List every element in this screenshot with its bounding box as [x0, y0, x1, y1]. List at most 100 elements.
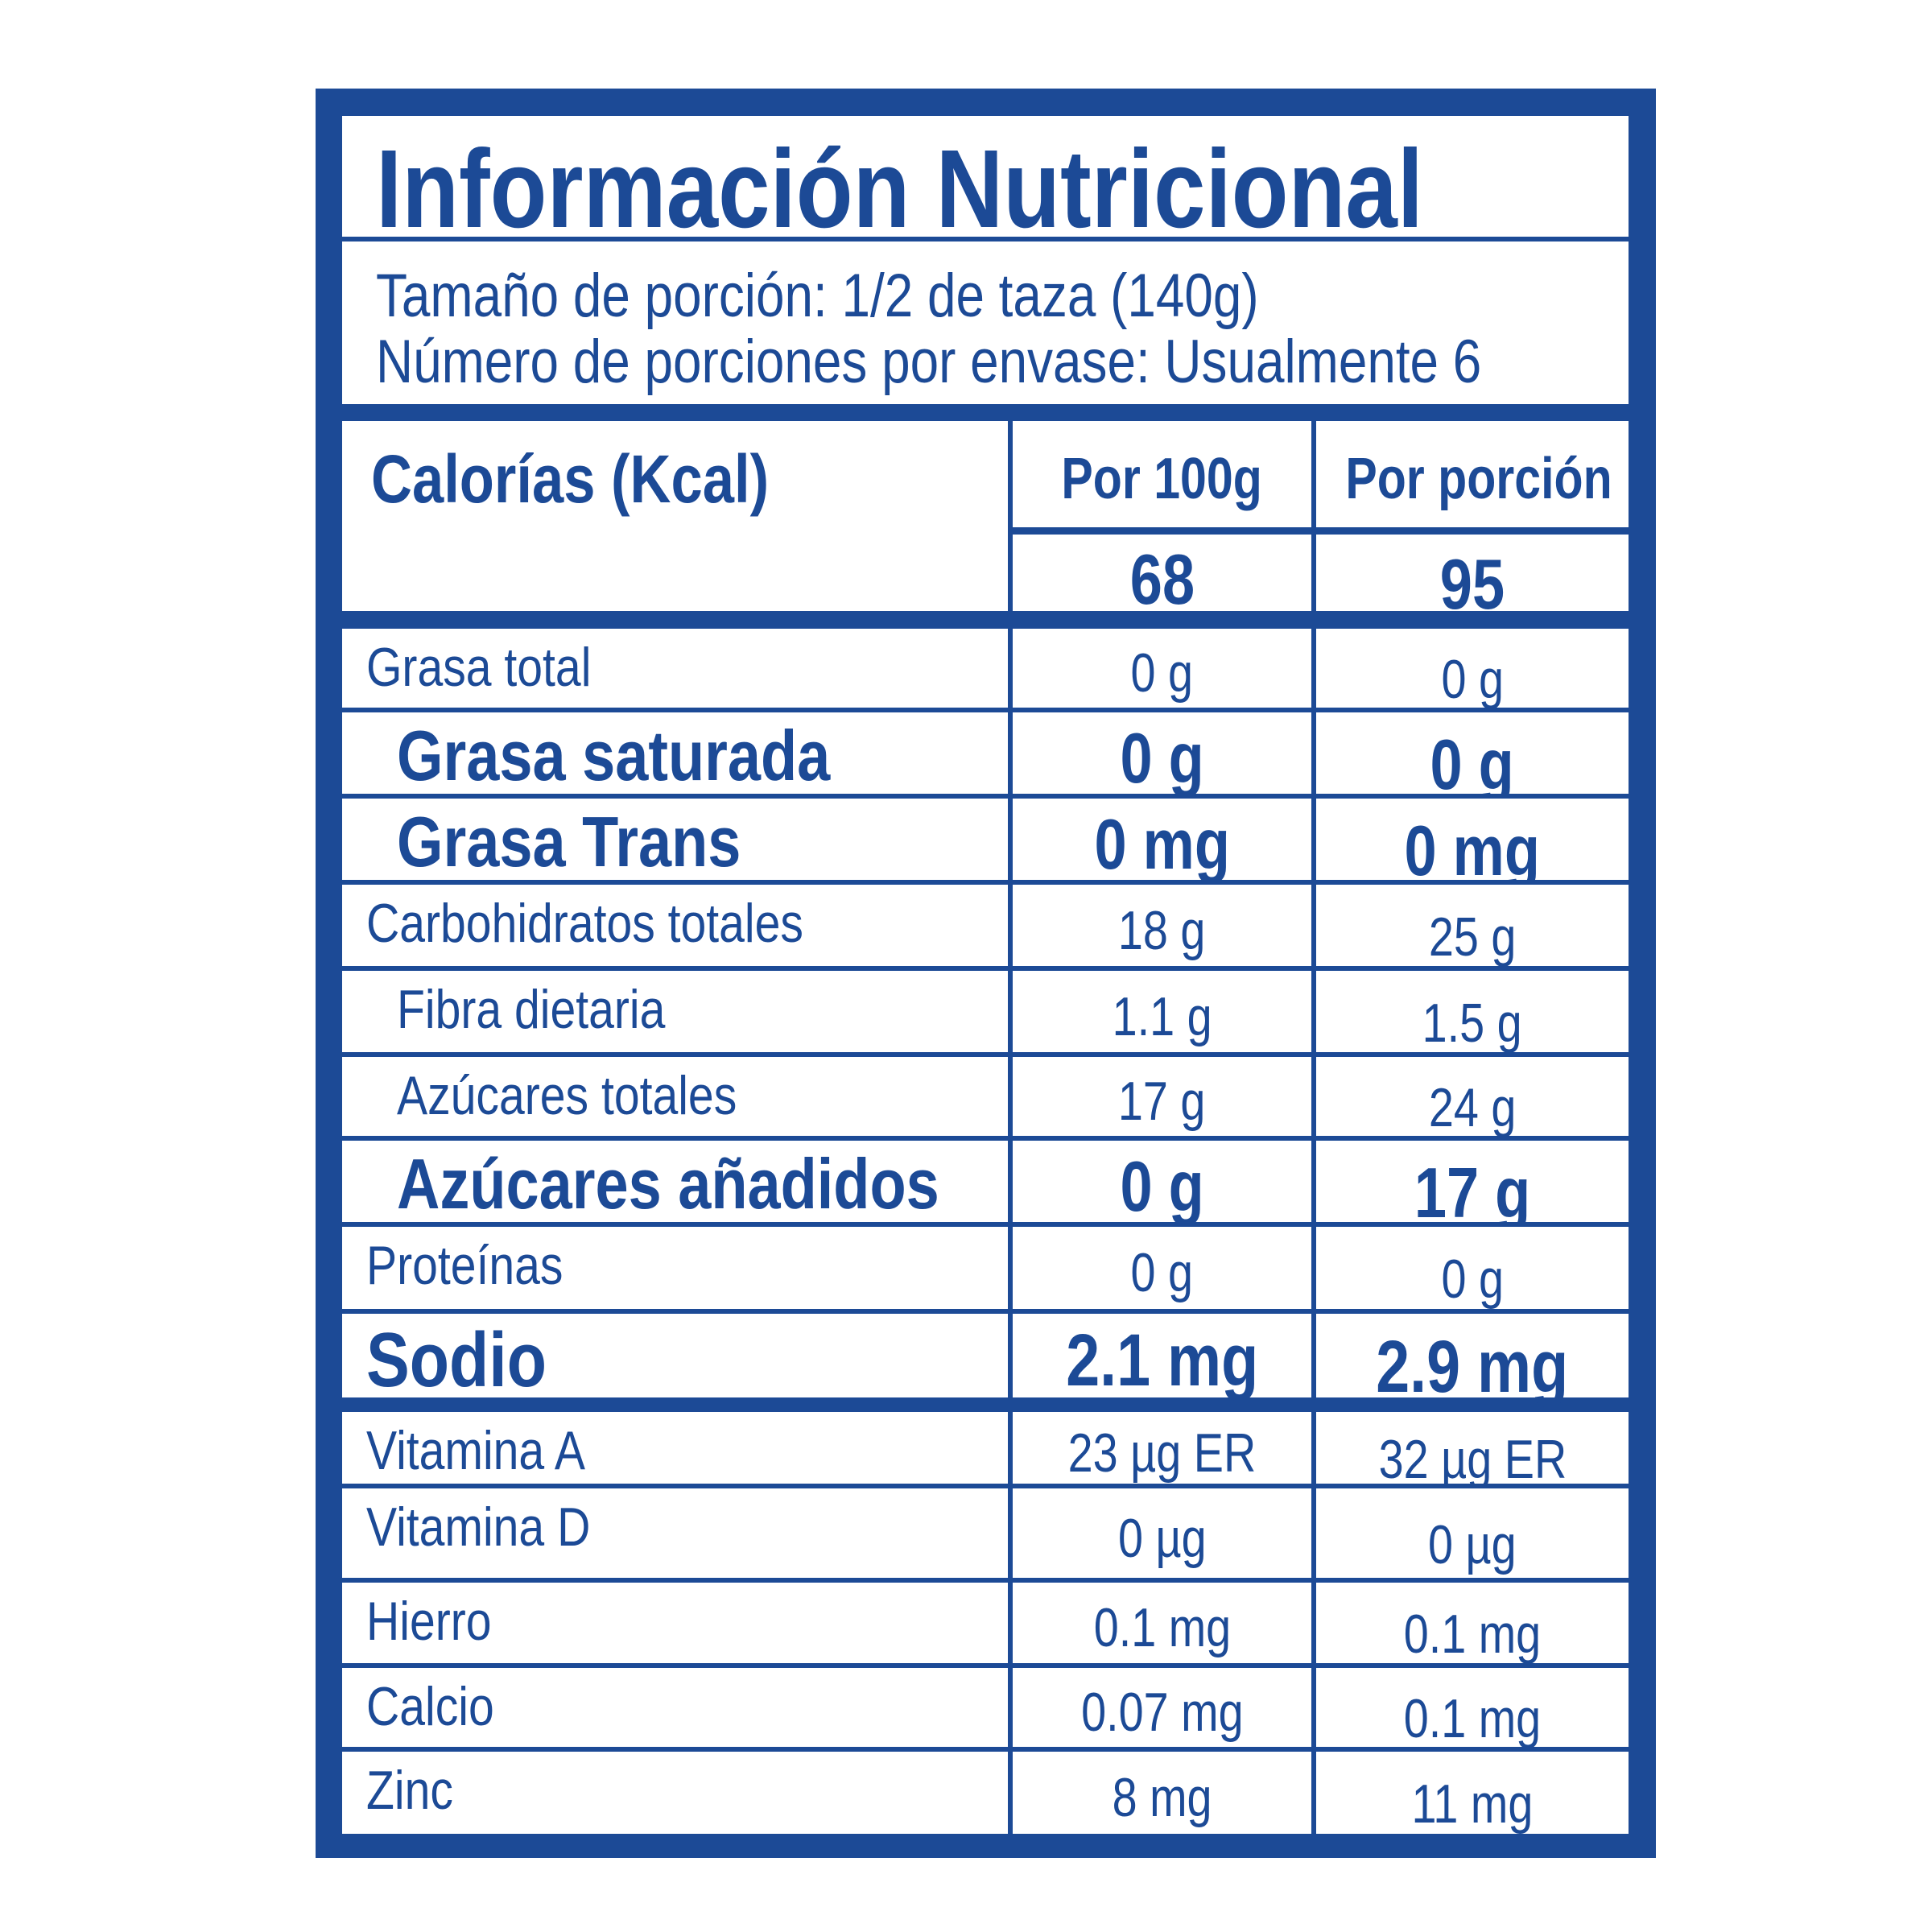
nutrient-label-cell: Calcio — [342, 1668, 1008, 1747]
nutrient-per-portion-cell: 24 g — [1316, 1057, 1629, 1136]
nutrient-value-per-portion: 25 g — [1428, 906, 1517, 968]
nutrient-label: Azúcares añadidos — [397, 1144, 939, 1224]
nutrient-value-per-portion: 2.9 mg — [1376, 1326, 1569, 1408]
nutrient-value-per-portion: 17 g — [1414, 1152, 1531, 1232]
nutrient-label-cell: Fibra dietaria — [342, 971, 1008, 1052]
nutrient-label: Proteínas — [366, 1235, 564, 1296]
nutrient-per-100g-cell: 0.07 mg — [1013, 1668, 1311, 1747]
nutrient-per-100g-cell: 0.1 mg — [1013, 1583, 1311, 1663]
nutrient-per-100g-cell: 18 g — [1013, 885, 1311, 966]
calories-label-cell: Calorías (Kcal) — [342, 421, 1008, 611]
calories-per-100g-cell: 68 — [1013, 535, 1311, 615]
nutrient-label-cell: Sodio — [342, 1314, 1008, 1403]
nutrient-per-portion-cell: 1.5 g — [1316, 971, 1629, 1052]
nutrient-per-portion-cell: 2.9 mg — [1316, 1314, 1629, 1404]
nutrient-per-100g-cell: 0 g — [1013, 712, 1311, 794]
nutrient-label-cell: Azúcares totales — [342, 1057, 1008, 1136]
nutrient-value-per-100g: 2.1 mg — [1065, 1319, 1258, 1402]
nutrient-label: Vitamina D — [366, 1496, 591, 1558]
nutrition-facts-panel: Información Nutricional Tamaño de porció… — [316, 89, 1656, 1858]
calories-per-100g: 68 — [1129, 539, 1195, 619]
nutrient-label: Calcio — [366, 1676, 494, 1737]
nutrient-label-cell: Carbohidratos totales — [342, 885, 1008, 966]
nutrient-per-portion-cell: 32 µg ER — [1316, 1412, 1629, 1490]
nutrient-per-100g-cell: 17 g — [1013, 1057, 1311, 1136]
nutrient-per-100g-cell: 2.1 mg — [1013, 1314, 1311, 1397]
nutrient-per-portion-cell: 0 g — [1316, 1227, 1629, 1309]
nutrient-label: Carbohidratos totales — [366, 893, 803, 954]
nutrient-per-100g-cell: 0 µg — [1013, 1488, 1311, 1578]
calories-label: Calorías (Kcal) — [371, 441, 770, 517]
nutrient-value-per-100g: 0 g — [1130, 642, 1194, 704]
nutrient-per-portion-cell: 11 mg — [1316, 1752, 1629, 1834]
nutrient-label: Grasa Trans — [397, 802, 741, 881]
nutrient-value-per-portion: 0.1 mg — [1403, 1604, 1542, 1665]
nutrient-per-100g-cell: 8 mg — [1013, 1752, 1311, 1834]
calories-per-portion-cell: 95 — [1316, 535, 1629, 620]
nutrient-per-portion-cell: 0 mg — [1316, 799, 1629, 886]
serving-info-cell: Tamaño de porción: 1/2 de taza (140g) Nú… — [342, 242, 1629, 404]
nutrient-value-per-100g: 8 mg — [1112, 1767, 1212, 1828]
nutrient-value-per-100g: 0.07 mg — [1080, 1682, 1244, 1743]
nutrient-value-per-100g: 1.1 g — [1112, 985, 1212, 1047]
nutrient-value-per-portion: 0 g — [1441, 649, 1504, 710]
nutrient-value-per-portion: 1.5 g — [1422, 992, 1523, 1054]
col-header-per-portion: Por porción — [1316, 421, 1629, 527]
nutrient-per-portion-cell: 0 g — [1316, 712, 1629, 799]
nutrient-value-per-100g: 0 mg — [1094, 803, 1230, 884]
nutrient-per-portion-cell: 0 µg — [1316, 1488, 1629, 1578]
serving-size: Tamaño de porción: 1/2 de taza (140g) — [376, 262, 1259, 330]
nutrient-value-per-portion: 0 mg — [1404, 810, 1541, 890]
nutrient-per-100g-cell: 1.1 g — [1013, 971, 1311, 1052]
nutrient-label-cell: Grasa total — [342, 629, 1008, 708]
title-cell: Información Nutricional — [342, 116, 1629, 245]
nutrient-per-100g-cell: 23 µg ER — [1013, 1412, 1311, 1484]
nutrient-value-per-portion: 0.1 mg — [1403, 1688, 1542, 1749]
nutrient-label-cell: Hierro — [342, 1583, 1008, 1663]
nutrient-value-per-portion: 0 g — [1441, 1249, 1504, 1310]
nutrient-value-per-100g: 17 g — [1118, 1071, 1206, 1132]
nutrient-label-cell: Grasa saturada — [342, 712, 1008, 794]
col-header-per-portion-label: Por porción — [1345, 447, 1612, 511]
nutrient-value-per-100g: 0 g — [1120, 717, 1204, 798]
nutrient-value-per-100g: 23 µg ER — [1067, 1422, 1257, 1484]
col-header-per-100g: Por 100g — [1013, 421, 1311, 527]
nutrient-label: Zinc — [366, 1760, 453, 1821]
nutrient-per-portion-cell: 0.1 mg — [1316, 1583, 1629, 1663]
servings-per-container: Número de porciones por envase: Usualmen… — [376, 328, 1482, 396]
nutrient-per-100g-cell: 0 g — [1013, 1141, 1311, 1222]
nutrient-label-cell: Vitamina D — [342, 1488, 1008, 1578]
nutrient-value-per-portion: 0 µg — [1428, 1513, 1517, 1575]
nutrient-per-100g-cell: 0 mg — [1013, 799, 1311, 880]
nutrient-value-per-100g: 0.1 mg — [1093, 1597, 1231, 1658]
col-header-per-100g-label: Por 100g — [1061, 447, 1263, 511]
nutrient-label: Azúcares totales — [397, 1065, 737, 1126]
nutrient-per-portion-cell: 0 g — [1316, 629, 1629, 708]
nutrient-value-per-portion: 0 g — [1430, 724, 1515, 804]
nutrient-label: Grasa total — [366, 637, 592, 698]
nutrient-value-per-100g: 0 µg — [1117, 1507, 1207, 1569]
nutrient-label-cell: Proteínas — [342, 1227, 1008, 1309]
nutrient-label: Hierro — [366, 1591, 492, 1652]
nutrient-label: Sodio — [366, 1317, 547, 1403]
nutrient-label-cell: Vitamina A — [342, 1412, 1008, 1484]
nutrient-value-per-portion: 32 µg ER — [1378, 1428, 1567, 1490]
nutrient-value-per-portion: 24 g — [1428, 1077, 1517, 1138]
nutrient-per-portion-cell: 25 g — [1316, 885, 1629, 966]
nutrient-label: Fibra dietaria — [397, 979, 666, 1040]
nutrient-per-100g-cell: 0 g — [1013, 1227, 1311, 1309]
nutrient-value-per-100g: 0 g — [1120, 1146, 1204, 1226]
nutrient-label: Vitamina A — [366, 1420, 586, 1481]
nutrient-label-cell: Zinc — [342, 1752, 1008, 1834]
nutrient-value-per-portion: 11 mg — [1411, 1773, 1534, 1835]
nutrient-per-100g-cell: 0 g — [1013, 629, 1311, 708]
nutrient-per-portion-cell: 17 g — [1316, 1141, 1629, 1228]
nutrient-label: Grasa saturada — [397, 716, 831, 795]
page-title: Información Nutricional — [376, 127, 1423, 251]
nutrient-label-cell: Azúcares añadidos — [342, 1141, 1008, 1222]
calories-per-portion: 95 — [1439, 544, 1505, 624]
nutrient-value-per-100g: 0 g — [1130, 1242, 1194, 1303]
nutrient-per-portion-cell: 0.1 mg — [1316, 1668, 1629, 1747]
nutrient-value-per-100g: 18 g — [1118, 899, 1206, 961]
nutrient-label-cell: Grasa Trans — [342, 799, 1008, 880]
